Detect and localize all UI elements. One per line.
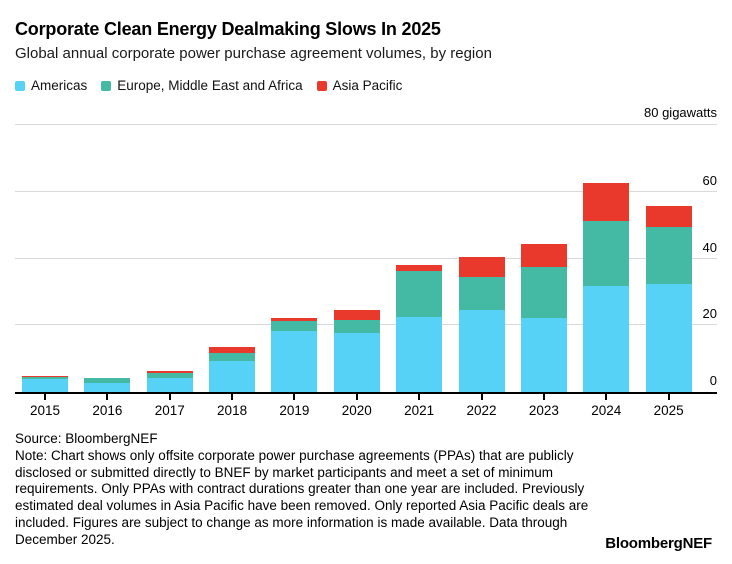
chart-legend: Americas Europe, Middle East and Africa As… xyxy=(15,78,416,93)
x-tick-2015 xyxy=(44,394,46,400)
y-axis-label-40: 40 xyxy=(702,239,717,255)
x-axis-label-2018: 2018 xyxy=(217,403,248,418)
bar-2024 xyxy=(583,183,630,392)
x-axis-label-2024: 2024 xyxy=(591,403,622,418)
plot-area: 0 20 40 60 xyxy=(15,124,717,394)
chart-footer: Source: BloombergNEF Note: Chart shows o… xyxy=(15,431,619,549)
y-axis-label-60: 60 xyxy=(702,172,717,188)
bar-segment-2015-americas xyxy=(22,379,68,392)
legend-label-asia-pacific: Asia Pacific xyxy=(332,78,403,93)
bar-segment-2024-americas xyxy=(583,285,630,392)
x-axis-label-2025: 2025 xyxy=(653,403,684,418)
source-line: Source: BloombergNEF xyxy=(15,431,158,446)
bar-segment-2016-europe xyxy=(84,377,131,383)
bar-2017 xyxy=(146,370,193,392)
bar-segment-2025-asia-pacific xyxy=(645,206,692,228)
bar-segment-2021-americas xyxy=(396,316,443,392)
x-tick-2021 xyxy=(418,394,421,400)
bar-segment-2019-americas xyxy=(271,331,318,392)
bar-2021 xyxy=(396,264,443,392)
legend-item-asia-pacific: Asia Pacific xyxy=(316,78,403,93)
gridline-80 xyxy=(15,124,717,125)
bar-segment-2018-europe xyxy=(209,352,256,361)
x-axis-label-2015: 2015 xyxy=(29,403,61,418)
bar-segment-2015-asia-pacific xyxy=(22,375,68,377)
bar-segment-2015-europe xyxy=(22,376,68,380)
bar-segment-2017-europe xyxy=(146,373,193,378)
x-tick-2017 xyxy=(168,394,171,400)
bar-segment-2022-asia-pacific xyxy=(458,256,505,277)
y-axis-unit-label: 80 gigawatts xyxy=(644,105,717,120)
x-axis-label-2016: 2016 xyxy=(92,403,123,418)
x-axis-label-2019: 2019 xyxy=(279,403,310,418)
x-tick-2018 xyxy=(231,394,234,400)
bar-segment-2018-asia-pacific xyxy=(209,347,256,353)
x-axis-label-2022: 2022 xyxy=(466,403,497,418)
bar-2015 xyxy=(22,375,68,392)
bar-segment-2021-europe xyxy=(396,270,443,317)
legend-label-americas: Americas xyxy=(31,78,88,93)
bar-segment-2016-americas xyxy=(84,382,131,392)
bar-segment-2021-asia-pacific xyxy=(396,264,443,271)
bar-2019 xyxy=(271,317,318,392)
bar-segment-2023-europe xyxy=(520,266,567,318)
x-tick-2022 xyxy=(480,394,483,400)
legend-item-europe: Europe, Middle East and Africa xyxy=(101,78,303,93)
x-tick-2023 xyxy=(542,394,545,400)
x-tick-2016 xyxy=(106,394,109,400)
bar-segment-2024-asia-pacific xyxy=(583,183,630,221)
legend-swatch-europe-icon xyxy=(101,80,112,91)
legend-swatch-asia-pacific-icon xyxy=(316,80,327,91)
bar-segment-2020-americas xyxy=(333,333,380,392)
bar-segment-2019-asia-pacific xyxy=(271,317,318,322)
bar-segment-2024-europe xyxy=(583,220,630,286)
legend-item-americas: Americas xyxy=(15,78,87,93)
note-text: Note: Chart shows only offsite corporate… xyxy=(15,447,589,547)
bar-segment-2020-asia-pacific xyxy=(333,310,380,321)
bar-2023 xyxy=(520,243,567,392)
bar-2020 xyxy=(333,310,380,392)
bar-segment-2018-americas xyxy=(209,360,256,392)
bar-segment-2020-europe xyxy=(333,320,380,334)
chart-subtitle: Global annual corporate power purchase a… xyxy=(15,45,492,62)
bar-segment-2023-asia-pacific xyxy=(520,243,567,267)
bar-2018 xyxy=(209,347,256,392)
bar-2016 xyxy=(84,377,131,392)
bar-2025 xyxy=(645,206,692,392)
x-axis-label-2020: 2020 xyxy=(341,403,372,418)
bar-segment-2019-europe xyxy=(271,321,318,332)
bar-2022 xyxy=(458,256,505,392)
gridline-60 xyxy=(15,190,717,192)
y-axis-label-0: 0 xyxy=(709,373,717,388)
bar-segment-2022-americas xyxy=(458,309,505,392)
bar-segment-2017-asia-pacific xyxy=(146,370,193,374)
x-axis-label-2021: 2021 xyxy=(404,403,435,418)
x-tick-2020 xyxy=(355,394,358,400)
x-tick-2025 xyxy=(667,394,670,400)
bar-segment-2025-europe xyxy=(645,227,692,285)
x-axis-label-2017: 2017 xyxy=(154,403,185,418)
x-axis-label-2023: 2023 xyxy=(528,403,559,418)
bar-segment-2023-americas xyxy=(520,317,567,392)
bar-segment-2017-americas xyxy=(146,377,193,392)
legend-label-europe: Europe, Middle East and Africa xyxy=(117,78,303,93)
bar-segment-2022-europe xyxy=(458,276,505,310)
bloombergnef-logo: BloombergNEF xyxy=(605,535,712,552)
x-axis: 2015 2016 2017 2018 2019 2020 2021 2022 2023 2024… xyxy=(15,394,717,424)
gridline-40 xyxy=(15,257,717,259)
x-tick-2024 xyxy=(605,394,608,400)
bar-segment-2025-americas xyxy=(645,284,692,392)
y-axis-label-20: 20 xyxy=(702,306,717,322)
x-tick-2019 xyxy=(293,394,296,400)
legend-swatch-americas-icon xyxy=(15,80,25,91)
page-title: Corporate Clean Energy Dealmaking Slows … xyxy=(15,19,441,39)
